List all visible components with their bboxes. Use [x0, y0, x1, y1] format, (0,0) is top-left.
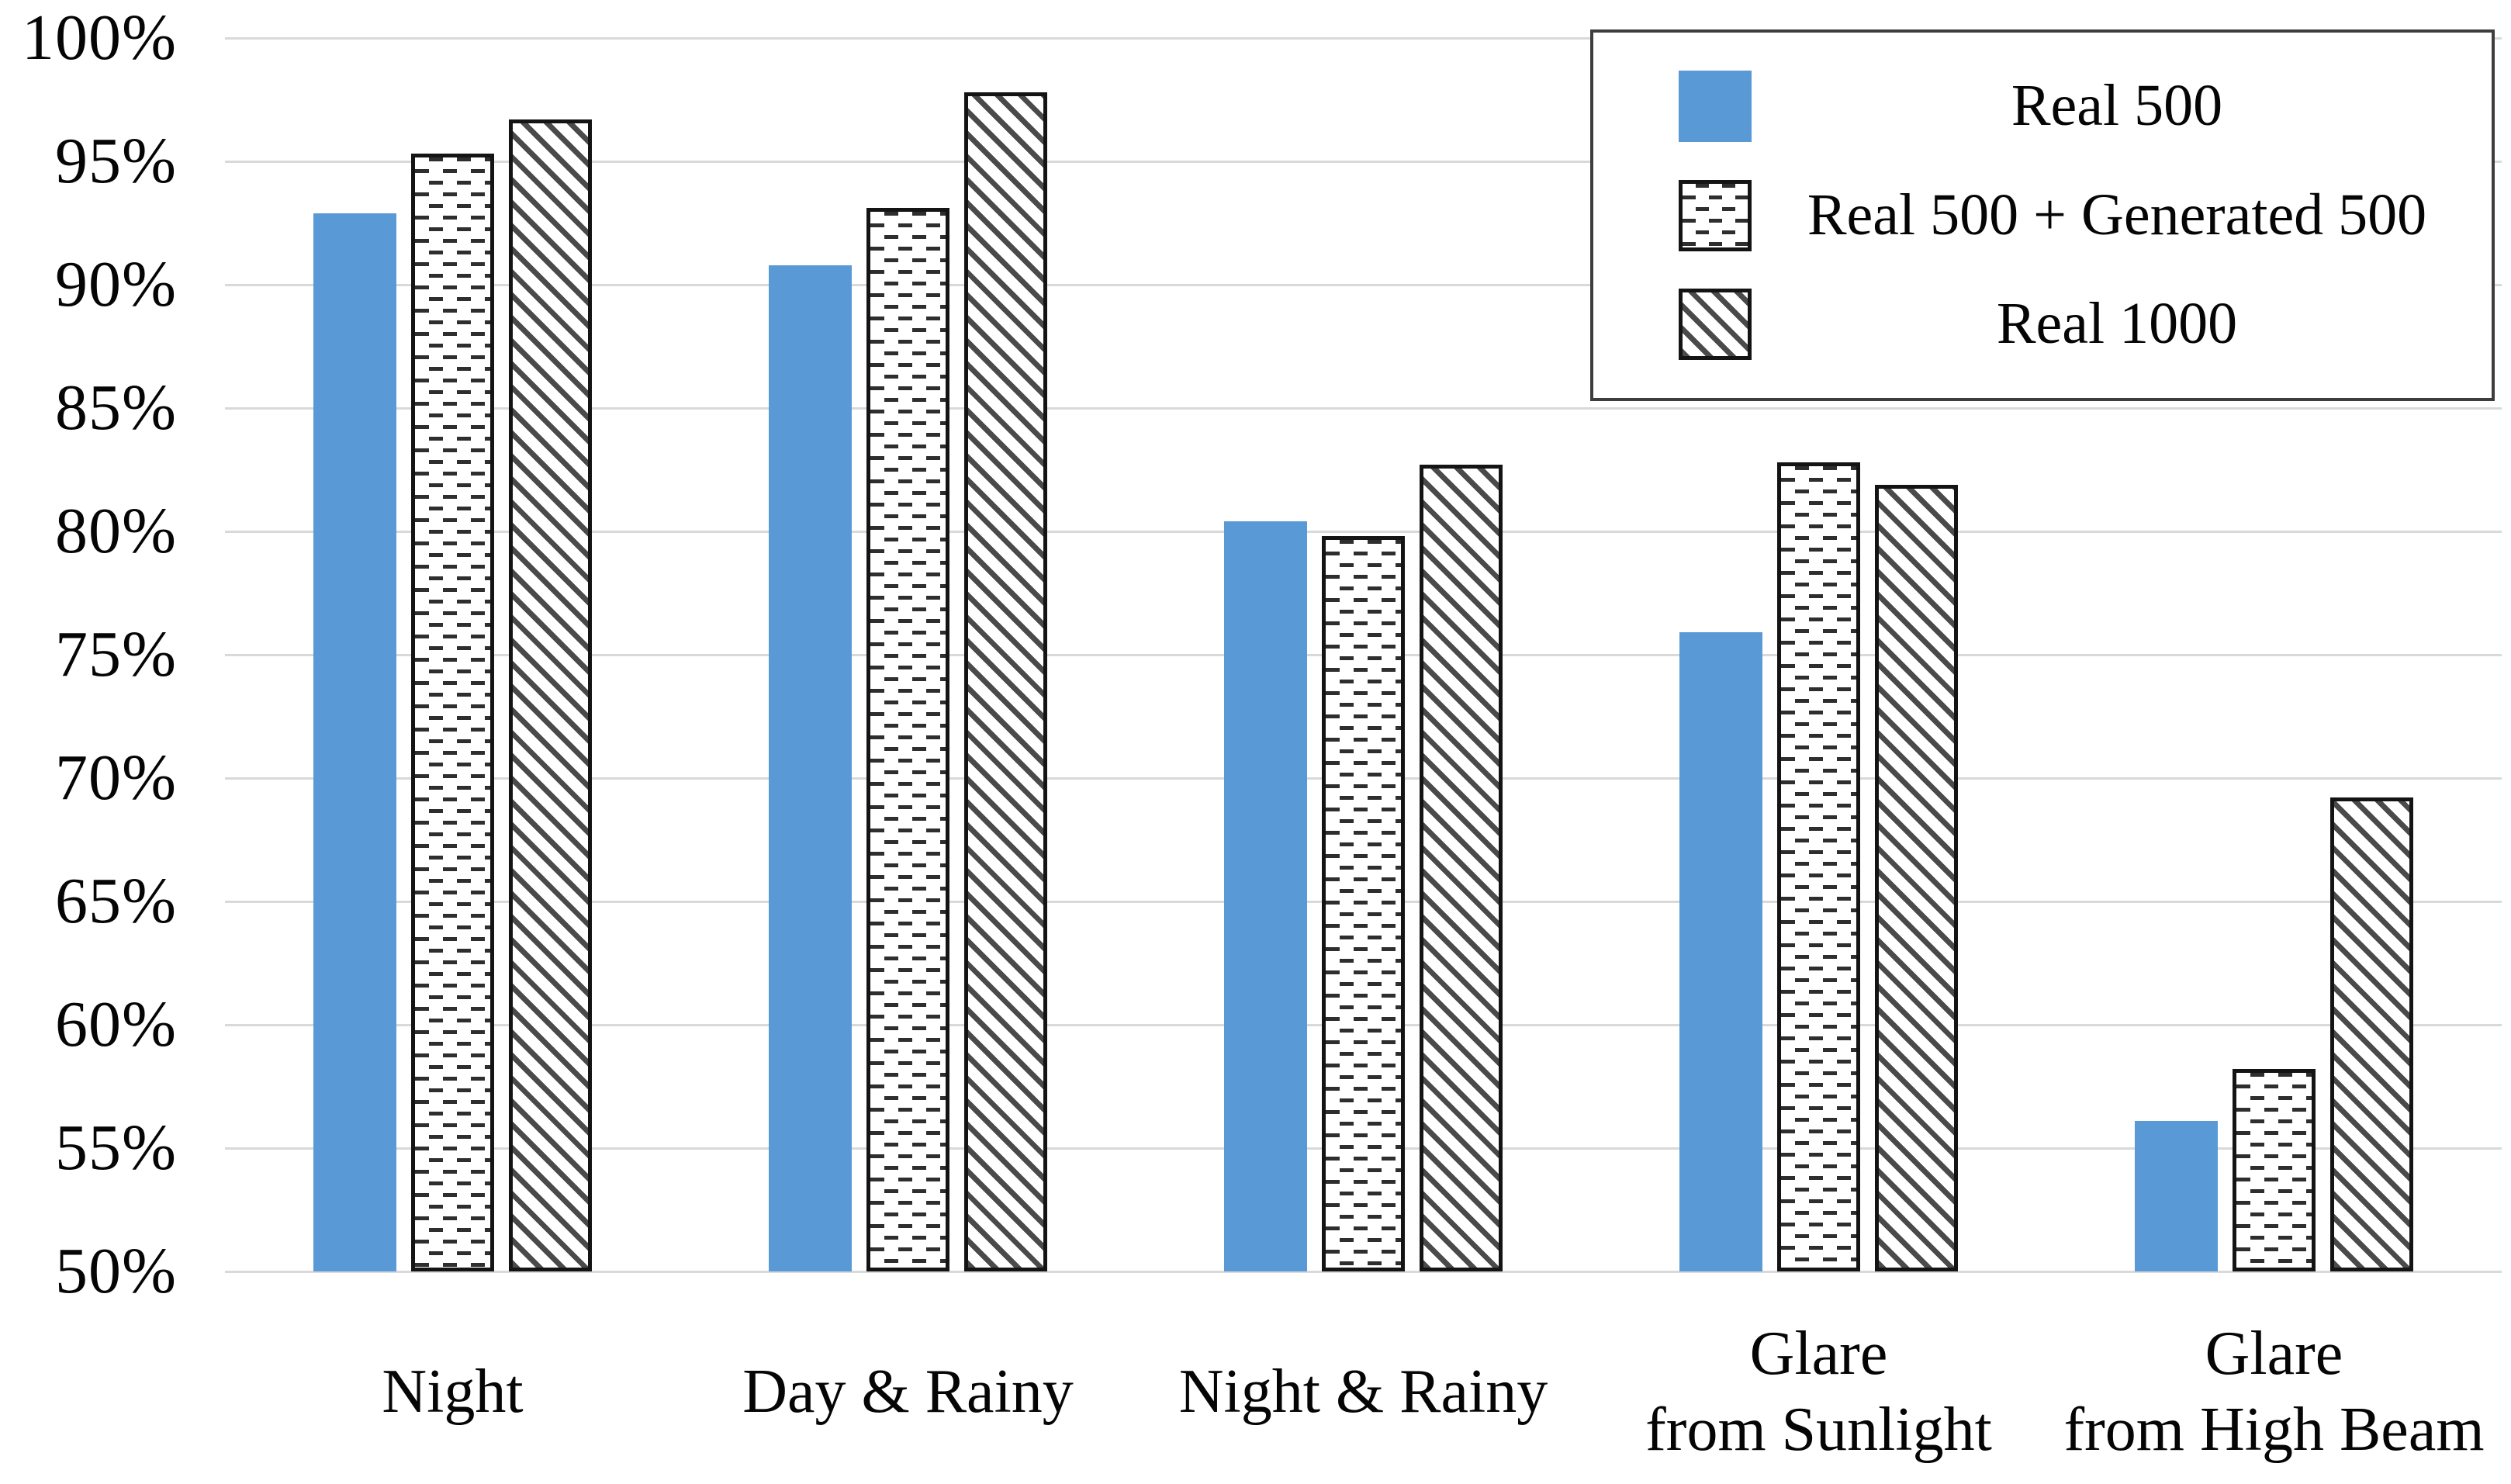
category-label: Night & Rainy [1178, 1358, 1548, 1427]
legend-label: Real 500 + Generated 500 [1807, 182, 2427, 247]
y-axis-tick-label: 65% [55, 865, 177, 937]
legend-item-real-1000: Real 1000 [1593, 289, 2492, 361]
y-axis-tick-label: 60% [55, 988, 177, 1060]
bar-series-1-category-4 [2233, 1069, 2316, 1271]
legend-label: Real 500 [2011, 72, 2223, 138]
category-label: Glare from Sunlight [1645, 1320, 1992, 1464]
legend-item-real-500-generated-500: Real 500 + Generated 500 [1593, 179, 2492, 251]
y-axis-tick-label: 75% [55, 618, 177, 690]
gridline [225, 407, 2502, 410]
gridline [225, 284, 2502, 286]
y-axis-tick-label: 55% [55, 1112, 177, 1184]
bar-group [313, 119, 592, 1271]
bar-group [1679, 462, 1958, 1271]
bar-group [2135, 797, 2413, 1271]
category-label: Night [382, 1358, 524, 1427]
category-label: Glare from High Beam [2063, 1320, 2485, 1464]
bar-series-1-category-1 [866, 208, 949, 1271]
bar-series-2-category-0 [509, 119, 592, 1271]
y-axis-tick-label: 90% [55, 248, 177, 320]
legend-swatch-solid-blue [1679, 70, 1752, 142]
bar-series-2-category-4 [2330, 797, 2413, 1271]
y-axis-tick-label: 85% [55, 372, 177, 444]
bar-series-1-category-0 [411, 154, 494, 1271]
category-label: Day & Rainy [742, 1358, 1074, 1427]
bar-series-0-category-4 [2135, 1121, 2218, 1271]
gridline [225, 161, 2502, 163]
legend-swatch-dash-pattern [1679, 179, 1752, 251]
bar-series-1-category-2 [1322, 536, 1405, 1271]
bar-series-2-category-1 [964, 92, 1047, 1271]
legend-label: Real 1000 [1996, 291, 2238, 357]
gridline [225, 37, 2502, 40]
legend-swatch-diagonal-hatch [1679, 289, 1752, 361]
bar-series-1-category-3 [1777, 462, 1860, 1271]
bar-group [1224, 465, 1503, 1271]
bar-series-2-category-3 [1875, 485, 1958, 1271]
gridline [225, 1271, 2502, 1273]
y-axis-tick-label: 70% [55, 742, 177, 814]
bar-group [769, 92, 1047, 1271]
y-axis-tick-label: 100% [22, 2, 177, 74]
legend-item-real-500: Real 500 [1593, 70, 2492, 142]
legend: Real 500 Real 500 + Generated 500 Real 1… [1590, 29, 2495, 401]
y-axis-tick-label: 95% [55, 125, 177, 197]
bar-series-0-category-0 [313, 213, 396, 1271]
bar-series-0-category-3 [1679, 632, 1762, 1271]
bar-series-0-category-2 [1224, 521, 1307, 1271]
bar-series-0-category-1 [769, 265, 852, 1271]
y-axis-tick-label: 50% [55, 1235, 177, 1307]
bar-series-2-category-2 [1420, 465, 1503, 1271]
gridline [225, 531, 2502, 533]
y-axis-tick-label: 80% [55, 495, 177, 567]
